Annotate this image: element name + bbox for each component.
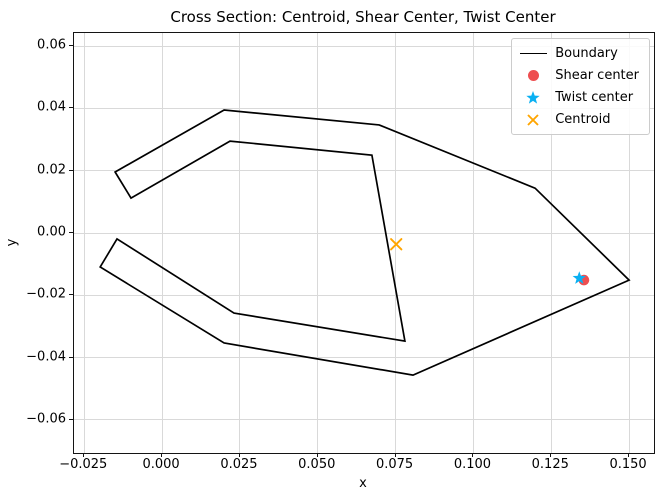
legend-label-shear-center: Shear center	[555, 68, 639, 83]
gridline-horizontal	[74, 357, 654, 359]
gridline-vertical	[628, 33, 630, 453]
y-tick-mark	[69, 418, 73, 420]
gridline-vertical	[472, 33, 474, 453]
x-tick-label: 0.050	[298, 457, 336, 472]
gridline-horizontal	[74, 45, 654, 47]
y-tick-label: −0.02	[26, 286, 66, 302]
boundary-line-swatch	[519, 53, 547, 54]
twist-center-star-icon	[526, 90, 540, 104]
gridline-vertical	[239, 33, 241, 453]
y-tick-mark	[69, 169, 73, 171]
twist-center-marker	[572, 271, 586, 284]
shear-center-circle-icon	[527, 70, 539, 81]
legend: Boundary Shear center Twist center Centr…	[511, 38, 650, 135]
gridline-horizontal	[74, 107, 654, 109]
y-tick-label: 0.04	[37, 99, 66, 115]
legend-handle	[519, 90, 547, 106]
gridline-horizontal	[74, 419, 654, 421]
legend-handle	[519, 113, 547, 127]
x-tick-label: 0.025	[220, 457, 258, 472]
y-tick-label: 0.02	[37, 162, 66, 178]
legend-handle	[519, 70, 547, 81]
legend-label-centroid: Centroid	[555, 112, 611, 127]
x-tick-label: 0.150	[609, 457, 647, 472]
x-tick-label: 0.125	[531, 457, 569, 472]
gridline-vertical	[317, 33, 319, 453]
x-tick-label: 0.000	[142, 457, 180, 472]
centroid-marker	[390, 238, 403, 251]
x-tick-mark	[316, 453, 318, 457]
boundary-polyline	[99, 109, 631, 376]
y-tick-label: −0.04	[26, 349, 66, 365]
x-axis-label: x	[359, 476, 367, 491]
legend-item-boundary: Boundary	[519, 43, 639, 64]
y-tick-mark	[69, 232, 73, 234]
y-tick-mark	[69, 294, 73, 296]
legend-handle	[519, 53, 547, 54]
y-axis-label: y	[4, 238, 20, 247]
legend-label-boundary: Boundary	[555, 46, 618, 61]
x-tick-mark	[472, 453, 474, 457]
x-tick-label: 0.075	[375, 457, 414, 472]
y-tick-mark	[69, 107, 73, 109]
legend-item-shear-center: Shear center	[519, 65, 639, 86]
gridline-horizontal	[74, 232, 654, 234]
gridline-horizontal	[74, 294, 654, 296]
plot-area: Boundary Shear center Twist center Centr…	[73, 32, 655, 454]
gridline-vertical	[83, 33, 85, 453]
x-tick-mark	[83, 453, 85, 457]
centroid-x-icon	[527, 113, 539, 126]
y-tick-label: 0.06	[37, 37, 66, 53]
chart-title: Cross Section: Centroid, Shear Center, T…	[170, 8, 556, 26]
gridline-vertical	[550, 33, 552, 453]
x-tick-mark	[238, 453, 240, 457]
x-tick-label: −0.025	[59, 457, 108, 472]
legend-item-twist-center: Twist center	[519, 87, 639, 108]
y-tick-mark	[69, 45, 73, 47]
gridline-horizontal	[74, 170, 654, 172]
chart-canvas	[99, 109, 631, 376]
x-tick-mark	[394, 453, 396, 457]
x-tick-mark	[628, 453, 630, 457]
legend-label-twist-center: Twist center	[555, 90, 634, 105]
x-tick-label: 0.100	[453, 457, 492, 472]
y-tick-label: −0.06	[26, 411, 66, 427]
y-tick-label: 0.00	[37, 224, 66, 240]
legend-item-centroid: Centroid	[519, 109, 639, 130]
x-tick-mark	[161, 453, 163, 457]
gridline-vertical	[161, 33, 163, 453]
y-tick-mark	[69, 356, 73, 358]
x-tick-mark	[550, 453, 552, 457]
